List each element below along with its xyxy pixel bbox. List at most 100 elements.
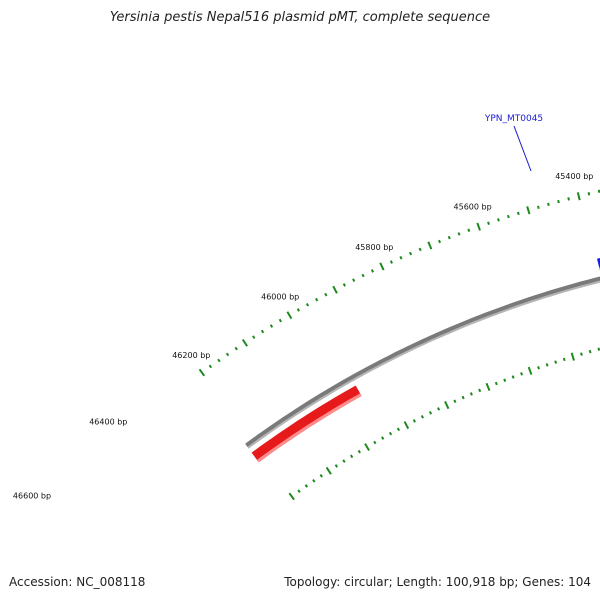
inner-tick-mark bbox=[319, 473, 323, 478]
accession-label: Accession: bbox=[9, 575, 73, 589]
outer-tick-mark bbox=[315, 297, 319, 302]
outer-tick-mark bbox=[208, 364, 213, 369]
outer-tick-ring bbox=[198, 189, 600, 377]
genes-label: Genes: bbox=[522, 575, 565, 589]
outer-tick-mark bbox=[241, 338, 248, 347]
inner-tick-mark bbox=[485, 382, 491, 392]
inner-tick-mark bbox=[588, 349, 592, 354]
outer-tick-mark bbox=[467, 228, 471, 232]
outer-tick-mark bbox=[536, 205, 540, 210]
outer-tick-mark bbox=[225, 352, 230, 357]
forward-gene-feature[interactable] bbox=[597, 228, 600, 271]
inner-tick-mark bbox=[527, 366, 533, 375]
outer-tick-mark bbox=[597, 189, 600, 194]
inner-tick-mark bbox=[396, 427, 401, 432]
inner-tick-mark bbox=[420, 415, 424, 419]
inner-tick-mark bbox=[428, 411, 433, 415]
outer-tick-mark bbox=[260, 329, 265, 334]
outer-tick-mark bbox=[342, 283, 346, 287]
outer-tick-mark bbox=[252, 335, 256, 339]
inner-tick-mark bbox=[469, 392, 473, 396]
sequence-backbone bbox=[245, 276, 600, 448]
sequence-stats: Topology: circular; Length: 100,918 bp; … bbox=[284, 575, 591, 589]
tick-label: 45400 bp bbox=[555, 172, 593, 181]
inner-tick-mark bbox=[562, 357, 566, 362]
outer-tick-mark bbox=[399, 255, 403, 260]
outer-tick-mark bbox=[278, 318, 283, 323]
outer-tick-mark bbox=[286, 311, 293, 320]
inner-tick-mark bbox=[412, 419, 416, 423]
outer-tick-mark bbox=[370, 269, 375, 273]
inner-tick-mark bbox=[304, 484, 309, 488]
inner-tick-mark bbox=[388, 431, 393, 436]
outer-tick-mark bbox=[234, 346, 238, 351]
reverse-gene-highlight bbox=[257, 393, 362, 463]
inner-tick-mark bbox=[511, 375, 515, 379]
outer-tick-mark bbox=[516, 211, 520, 216]
outer-tick-mark bbox=[476, 222, 481, 231]
tick-labels: 45400 bp 45600 bp 45800 bp 46000 bp 46200 bp… bbox=[13, 172, 593, 501]
outer-tick-mark bbox=[427, 241, 433, 250]
inner-tick-mark bbox=[478, 388, 482, 393]
outer-tick-mark bbox=[506, 214, 510, 219]
reverse-gene-feature[interactable] bbox=[251, 385, 362, 463]
outer-tick-mark bbox=[526, 206, 531, 215]
gene-features bbox=[251, 228, 600, 463]
inner-tick-mark bbox=[349, 454, 354, 459]
outer-tick-mark bbox=[269, 324, 274, 328]
inner-tick-mark bbox=[597, 347, 600, 351]
inner-tick-mark bbox=[520, 372, 524, 376]
inner-tick-mark bbox=[494, 381, 498, 386]
inner-tick-mark bbox=[381, 436, 385, 440]
inner-tick-mark bbox=[403, 421, 410, 430]
outer-tick-mark bbox=[409, 251, 413, 256]
inner-tick-mark bbox=[545, 363, 549, 367]
outer-tick-mark bbox=[389, 260, 393, 264]
inner-tick-mark bbox=[461, 395, 465, 400]
outer-tick-mark bbox=[557, 199, 560, 204]
inner-tick-mark bbox=[537, 366, 540, 370]
map-title: Yersinia pestis Nepal516 plasmid pMT, co… bbox=[109, 10, 491, 25]
outer-tick-mark bbox=[332, 285, 338, 294]
outer-tick-mark bbox=[379, 262, 385, 271]
outer-tick-mark bbox=[547, 202, 550, 207]
outer-tick-mark bbox=[352, 278, 356, 282]
accession-value: NC_008118 bbox=[76, 575, 146, 589]
outer-tick-mark bbox=[296, 308, 301, 312]
outer-tick-mark bbox=[497, 218, 500, 222]
outer-tick-mark bbox=[487, 221, 490, 225]
inner-tick-ring bbox=[288, 347, 600, 501]
outer-tick-mark bbox=[567, 197, 570, 201]
length-value: 100,918 bp bbox=[445, 575, 515, 589]
outer-tick-mark bbox=[217, 358, 221, 363]
outer-tick-mark bbox=[447, 235, 451, 240]
outer-tick-mark bbox=[324, 292, 328, 297]
inner-tick-mark bbox=[288, 492, 295, 501]
inner-tick-mark bbox=[453, 399, 457, 404]
inner-tick-mark bbox=[364, 443, 370, 451]
inner-tick-mark bbox=[357, 449, 361, 454]
tick-label: 46000 bp bbox=[261, 293, 299, 302]
inner-tick-mark bbox=[325, 466, 332, 475]
tick-label: 45600 bp bbox=[454, 203, 492, 212]
inner-tick-mark bbox=[373, 440, 377, 445]
inner-tick-mark bbox=[437, 407, 441, 411]
topology-value: circular bbox=[344, 575, 389, 589]
gene-labels: YPN_MT0045 bbox=[484, 114, 543, 172]
inner-tick-mark bbox=[334, 464, 339, 468]
inner-tick-mark bbox=[503, 378, 507, 382]
outer-tick-mark bbox=[361, 273, 365, 278]
inner-tick-mark bbox=[444, 400, 450, 410]
accession-info: Accession: NC_008118 bbox=[9, 575, 145, 589]
inner-tick-mark bbox=[312, 479, 316, 483]
length-label: Length: bbox=[396, 575, 442, 589]
outer-tick-mark bbox=[576, 192, 581, 201]
inner-tick-mark bbox=[570, 352, 575, 361]
outer-tick-mark bbox=[457, 232, 461, 236]
outer-tick-mark bbox=[587, 192, 591, 196]
tick-label: 45800 bp bbox=[355, 243, 393, 252]
inner-tick-mark bbox=[554, 360, 558, 364]
inner-tick-mark bbox=[580, 352, 583, 356]
gene-label[interactable]: YPN_MT0045 bbox=[484, 114, 543, 124]
